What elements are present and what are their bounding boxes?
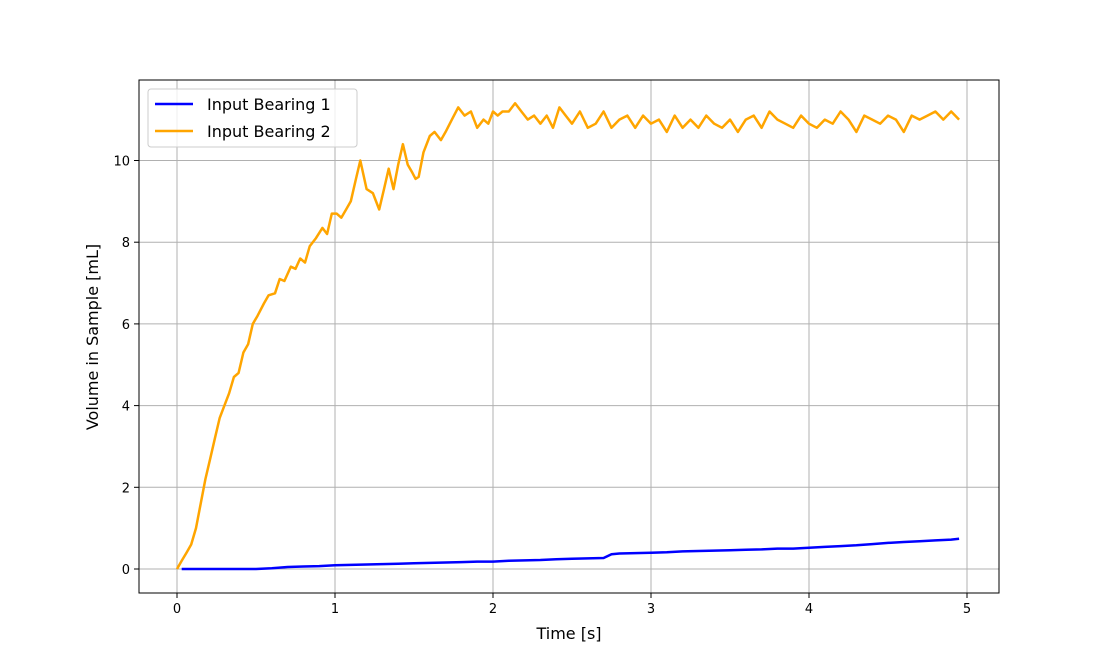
legend: Input Bearing 1 Input Bearing 2 bbox=[147, 88, 358, 148]
y-tick-label: 0 bbox=[122, 563, 130, 578]
x-tick-label: 3 bbox=[647, 602, 655, 617]
grid-lines bbox=[139, 80, 999, 593]
plot-frame bbox=[138, 79, 1000, 594]
x-tick-label: 1 bbox=[331, 602, 339, 617]
legend-box bbox=[147, 88, 358, 148]
x-tick-label: 0 bbox=[173, 602, 181, 617]
y-tick-label: 4 bbox=[122, 400, 130, 415]
y-tick-label: 8 bbox=[122, 236, 130, 251]
x-tick-label: 2 bbox=[489, 602, 497, 617]
series-lines bbox=[175, 102, 960, 571]
y-axis-label: Volume in Sample [mL] bbox=[83, 244, 102, 430]
series-line-1 bbox=[181, 537, 960, 571]
x-tick-label: 5 bbox=[963, 602, 971, 617]
y-tick-label: 10 bbox=[113, 155, 130, 170]
x-axis-label: Time [s] bbox=[535, 624, 601, 643]
y-tick-label: 6 bbox=[122, 318, 130, 333]
series-line-2 bbox=[175, 102, 960, 570]
legend-label-bearing-2: Input Bearing 2 bbox=[207, 122, 331, 141]
y-tick-label: 2 bbox=[122, 481, 130, 496]
legend-label-bearing-1: Input Bearing 1 bbox=[207, 95, 331, 114]
x-tick-label: 4 bbox=[805, 602, 813, 617]
axis-ticks: 0 1 2 3 4 5 0 2 4 6 8 10 bbox=[113, 155, 971, 618]
